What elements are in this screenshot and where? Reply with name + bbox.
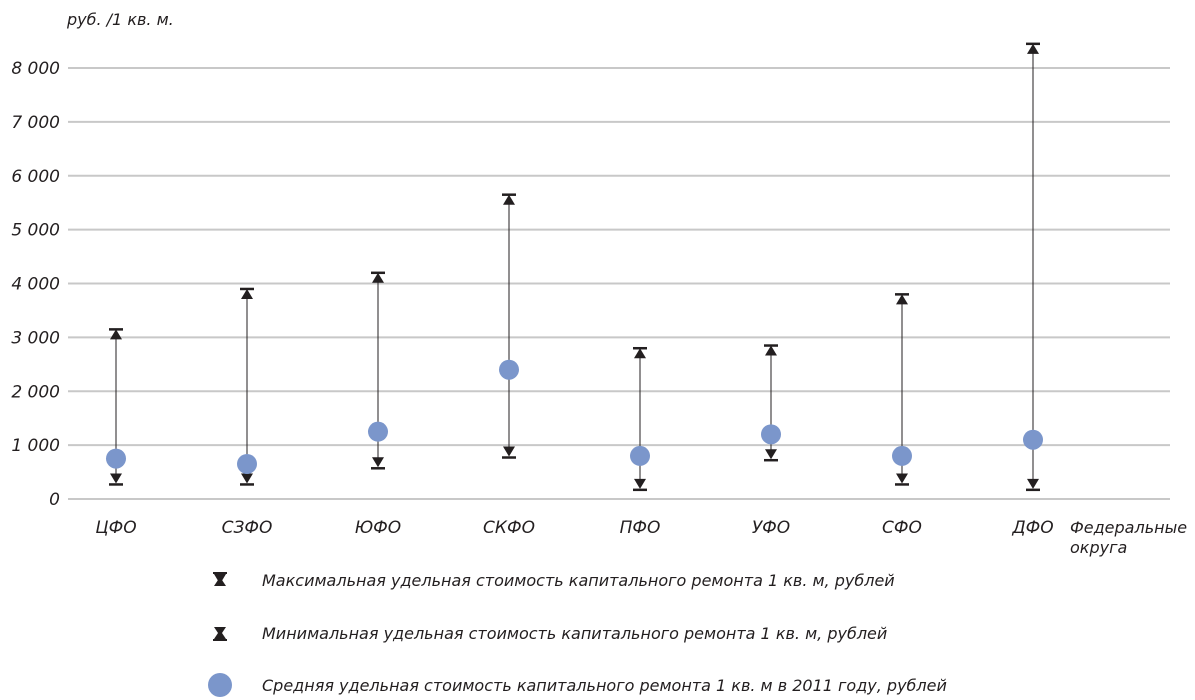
min-marker [110,473,122,484]
y-tick-label: 6 000 [11,167,60,187]
x-tick-label: СЗФО [222,518,273,538]
legend-max-label: Максимальная удельная стоимость капиталь… [262,570,895,590]
y-tick-label: 7 000 [11,113,60,133]
max-marker [1027,43,1039,54]
mean-point [237,453,257,474]
y-tick-label: 8 000 [11,59,60,79]
y-tick-label: 0 [49,490,60,510]
legend-min-marker-icon [200,618,240,648]
max-marker [110,329,122,340]
y-tick-label: 2 000 [11,382,60,402]
y-tick-label: 1 000 [11,436,60,456]
x-tick-label: ЦФО [95,518,136,538]
min-marker [503,446,515,457]
chart-legend: Максимальная удельная стоимость капиталь… [0,560,1195,700]
mean-point [106,448,126,469]
y-tick-label: 5 000 [11,221,60,241]
max-marker [241,288,253,299]
y-tick-label: 4 000 [11,275,60,295]
legend-item-mean: Средняя удельная стоимость капитального … [200,670,947,700]
min-marker [765,449,777,460]
x-tick-label: СКФО [483,518,535,538]
y-axis-unit-label: руб. /1 кв. м. [67,10,174,29]
min-marker [372,457,384,468]
y-tick-label: 3 000 [11,328,60,348]
max-marker [765,345,777,356]
max-marker [503,194,515,205]
max-marker [634,348,646,359]
mean-point [1023,429,1043,450]
legend-mean-marker-icon [200,670,240,700]
mean-point [368,421,388,442]
mean-point [630,445,650,466]
max-marker [896,294,908,305]
legend-item-min: Минимальная удельная стоимость капитальн… [200,618,887,648]
x-axis-title: Федеральные [1070,518,1187,537]
x-tick-label: ДФО [1011,518,1053,538]
x-tick-label: ПФО [620,518,661,538]
mean-point [892,445,912,466]
min-marker [1027,478,1039,489]
x-tick-label: УФО [752,518,790,538]
mean-point [761,424,781,445]
legend-item-max: Максимальная удельная стоимость капиталь… [200,565,895,595]
mean-point [499,359,519,380]
legend-min-label: Минимальная удельная стоимость капитальн… [262,623,888,643]
x-tick-label: СФО [882,518,922,538]
max-marker [372,272,384,283]
min-marker [634,478,646,489]
chart-plot-area: 0 1 000 2 000 3 000 4 000 5 000 6 000 7 000 8 00… [11,42,1187,557]
min-marker [896,473,908,484]
legend-mean-label: Средняя удельная стоимость капитального … [262,675,947,695]
legend-max-marker-icon [200,565,240,595]
x-tick-label: ЮФО [355,518,401,538]
min-marker [241,473,253,484]
x-axis-title: округа [1070,538,1127,557]
